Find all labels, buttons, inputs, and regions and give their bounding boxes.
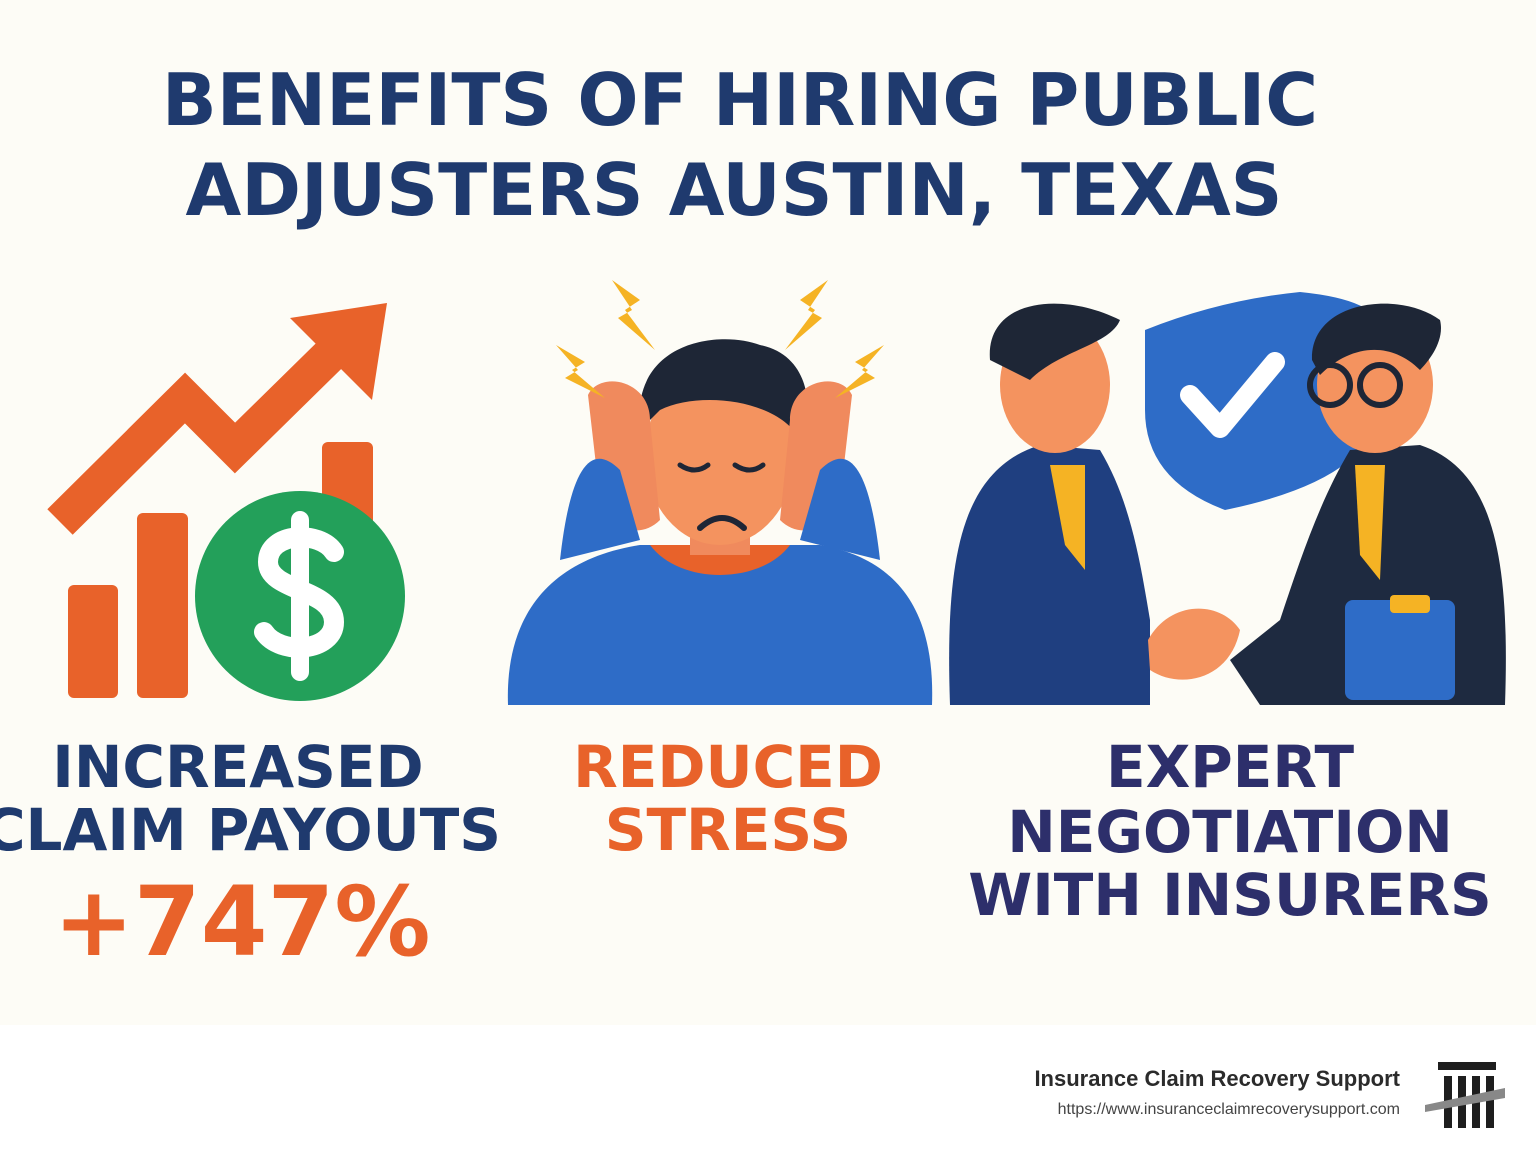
stress-icon-part [507,545,933,705]
stress-icon-part [639,339,808,440]
benefit-label: NEGOTIATION [1007,798,1453,866]
negotiation-icon-part [1307,362,1353,408]
footer-logo [1425,1062,1505,1128]
benefit-label: STRESS [605,796,852,864]
title-line: BENEFITS OF HIRING PUBLIC [162,58,1318,142]
negotiation-icon-part [1180,352,1285,438]
negotiation-icon-part [1050,465,1085,570]
negotiation-icon-part [949,445,1150,705]
stress-icon-part [556,345,605,398]
benefit-label: WITH INSURERS [968,861,1492,929]
stress-icon-part [800,458,880,560]
stress-icon-part [560,458,640,560]
negotiation-icon [949,292,1506,705]
negotiation-icon-part [989,303,1120,380]
benefit-stat: +747% [53,866,430,978]
negotiation-icon-part [1390,595,1430,613]
footer-logo-part [1438,1062,1496,1070]
footer-logo-part [1425,1088,1505,1112]
stress-icon-part [645,365,795,545]
growth-icon-part [68,585,118,698]
stress-icon [507,280,933,705]
title-line: ADJUSTERS AUSTIN, TEXAS [185,148,1282,232]
negotiation-icon-part [1345,600,1455,700]
footer-brand: Insurance Claim Recovery Support [1034,1066,1400,1091]
footer-url: https://www.insuranceclaimrecoverysuppor… [1058,1101,1400,1118]
stress-icon-part [677,462,766,473]
stress-icon-part [650,545,790,575]
stress-icon-part [835,345,884,398]
benefit-label: CLAIM PAYOUTS [0,796,501,864]
growth-icon-part [137,513,188,698]
footer-logo-part [1486,1076,1494,1128]
footer-background [0,1025,1536,1154]
growth-icon-part [47,327,358,535]
negotiation-icon-part [1311,303,1441,375]
stress-icon-part [697,515,747,531]
negotiation-icon-part [1357,362,1403,408]
negotiation-icon-part [1355,465,1385,580]
benefit-label: EXPERT [1106,733,1355,801]
growth-icon [47,303,405,701]
negotiation-icon-part [1148,608,1240,680]
benefit-label: INCREASED [52,733,423,801]
benefit-label: REDUCED [573,733,883,801]
growth-icon-part [290,303,387,400]
